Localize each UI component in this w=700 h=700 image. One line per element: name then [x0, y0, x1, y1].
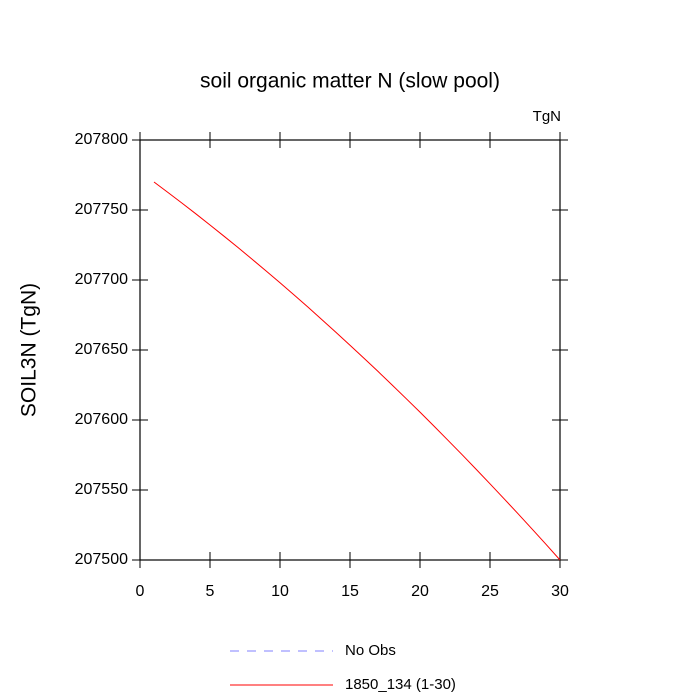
x-tick-label: 5	[206, 583, 215, 600]
x-tick-label: 30	[551, 583, 569, 600]
plot-frame	[139, 139, 561, 561]
legend-label: No Obs	[345, 642, 396, 659]
chart-title: soil organic matter N (slow pool)	[200, 70, 500, 93]
y-tick-label: 207550	[75, 481, 128, 498]
units-label: TgN	[533, 108, 561, 125]
y-tick-label: 207600	[75, 411, 128, 428]
x-tick-label: 10	[271, 583, 289, 600]
y-tick-label: 207750	[75, 201, 128, 218]
legend-label: 1850_134 (1-30)	[345, 676, 456, 693]
y-tick-label: 207800	[75, 131, 128, 148]
x-tick-label: 25	[481, 583, 499, 600]
x-tick-label: 15	[341, 583, 359, 600]
y-tick-label: 207700	[75, 271, 128, 288]
y-tick-label: 207650	[75, 341, 128, 358]
x-tick-label: 20	[411, 583, 429, 600]
data-line	[153, 181, 561, 561]
x-tick-label: 0	[136, 583, 145, 600]
y-axis-label: SOIL3N (TgN)	[18, 283, 41, 417]
y-tick-label: 207500	[75, 551, 128, 568]
